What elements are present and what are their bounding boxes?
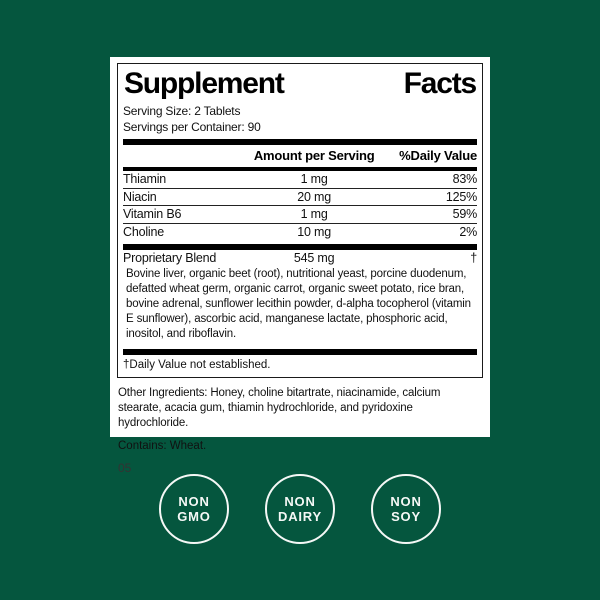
daily-value-footnote: †Daily Value not established. bbox=[123, 358, 271, 371]
badge-line: SOY bbox=[391, 509, 421, 524]
badge-row: NON GMO NON DAIRY NON SOY bbox=[0, 474, 600, 544]
table-row-thiamin: Thiamin 1 mg 83% bbox=[123, 171, 477, 188]
header-daily-value: %Daily Value bbox=[399, 148, 477, 163]
nutrient-name: Vitamin B6 bbox=[123, 207, 182, 222]
item-code: 05 bbox=[118, 460, 132, 475]
divider-thick bbox=[123, 348, 477, 355]
blend-dagger: † bbox=[470, 251, 477, 266]
divider-medium bbox=[123, 167, 477, 171]
nutrient-amount: 1 mg bbox=[300, 172, 328, 187]
other-ingredients-text: Other Ingredients: Honey, choline bitart… bbox=[118, 386, 441, 429]
divider-thick bbox=[123, 244, 477, 250]
table-row-choline: Choline 10 mg 2% bbox=[123, 224, 477, 241]
row-separator bbox=[123, 187, 477, 189]
table-header-row: Amount per Serving %Daily Value bbox=[123, 145, 477, 166]
badge-line: NON bbox=[178, 494, 210, 509]
badge-line: NON bbox=[284, 494, 316, 509]
divider-thick bbox=[123, 139, 477, 145]
contains-statement: Contains: Wheat. bbox=[118, 439, 207, 452]
blend-ingredients-text: Bovine liver, organic beet (root), nutri… bbox=[126, 267, 471, 340]
nutrient-dv: 2% bbox=[459, 224, 477, 239]
supplement-facts-panel: Supplement Facts Serving Size: 2 Tablets… bbox=[110, 57, 490, 475]
header-amount-per-serving: Amount per Serving bbox=[253, 148, 375, 163]
servings-per-container: Servings per Container: 90 bbox=[123, 120, 261, 134]
title-word-supplement: Supplement bbox=[124, 67, 285, 100]
table-row-vitamin-b6: Vitamin B6 1 mg 59% bbox=[123, 206, 477, 223]
badge-line: GMO bbox=[177, 509, 211, 524]
title-word-facts: Facts bbox=[403, 67, 478, 100]
badge-non-dairy: NON DAIRY bbox=[265, 474, 335, 544]
nutrient-dv: 83% bbox=[452, 172, 478, 187]
nutrient-amount: 20 mg bbox=[297, 189, 332, 204]
row-separator bbox=[123, 222, 477, 224]
nutrient-amount: 10 mg bbox=[297, 224, 332, 239]
nutrient-name: Niacin bbox=[123, 189, 157, 204]
row-separator bbox=[123, 205, 477, 206]
nutrient-dv: 59% bbox=[452, 207, 478, 222]
nutrient-amount: 1 mg bbox=[300, 207, 328, 222]
table-row-proprietary-blend: Proprietary Blend 545 mg † bbox=[123, 250, 477, 267]
badge-line: DAIRY bbox=[278, 509, 322, 524]
badge-line: NON bbox=[390, 494, 422, 509]
table-row-niacin: Niacin 20 mg 125% bbox=[123, 189, 477, 206]
nutrient-name: Choline bbox=[123, 224, 164, 239]
nutrient-name: Thiamin bbox=[123, 172, 167, 187]
nutrient-dv: 125% bbox=[445, 189, 477, 204]
blend-name: Proprietary Blend bbox=[123, 251, 217, 266]
blend-amount: 545 mg bbox=[293, 251, 335, 266]
badge-non-gmo: NON GMO bbox=[159, 474, 229, 544]
supplement-facts-box: Supplement Facts Serving Size: 2 Tablets… bbox=[117, 63, 483, 378]
badge-non-soy: NON SOY bbox=[371, 474, 441, 544]
supplement-facts-title: Supplement Facts bbox=[123, 66, 477, 103]
serving-size: Serving Size: 2 Tablets bbox=[123, 104, 241, 118]
